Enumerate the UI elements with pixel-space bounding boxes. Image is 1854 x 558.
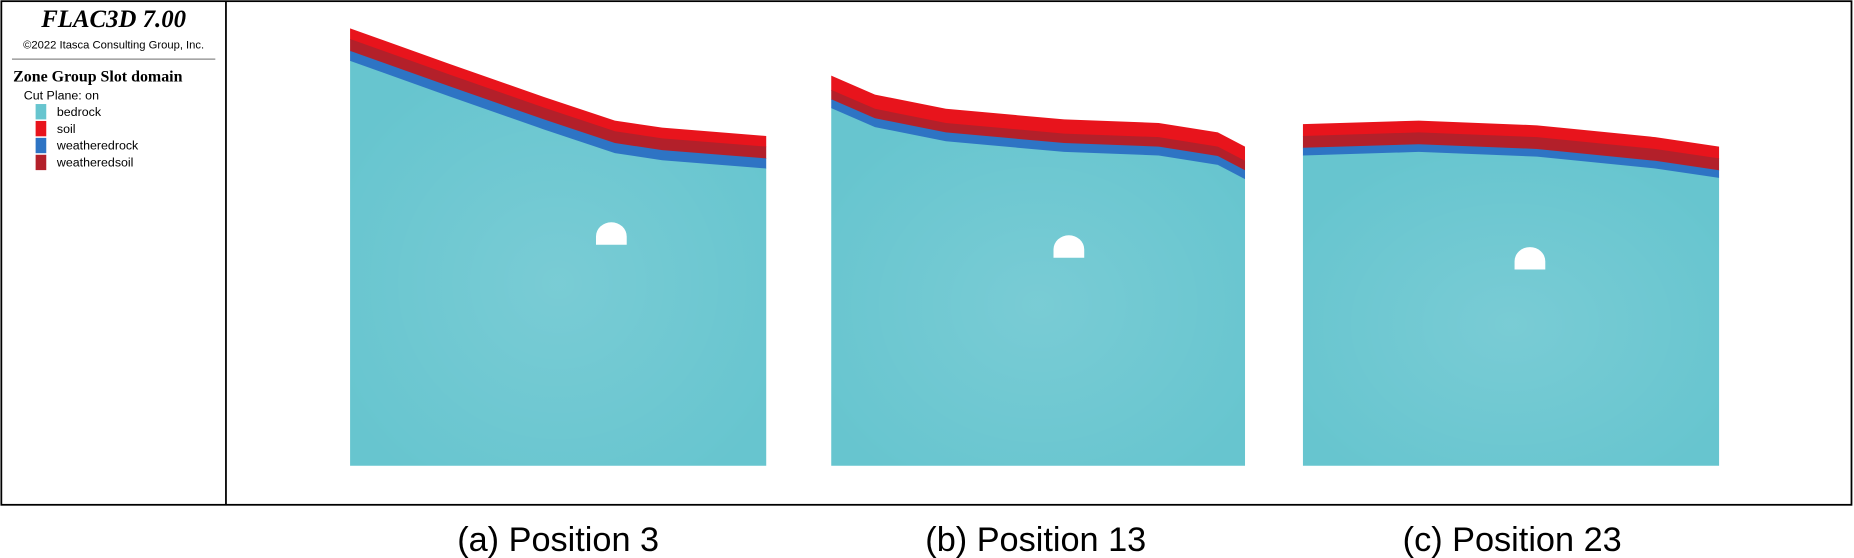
layer-zone xyxy=(831,75,1246,162)
legend-swatch xyxy=(35,104,47,120)
panel-caption: (a) Position 3 xyxy=(457,521,659,558)
layer-zone xyxy=(1302,120,1720,160)
legend: bedrock soil weatheredrock weatheredsoil xyxy=(35,104,139,171)
model-view xyxy=(831,75,1246,466)
legend-label: weatheredrock xyxy=(56,139,139,153)
layer-zone xyxy=(350,39,767,160)
bedrock-shade xyxy=(831,107,1246,466)
panels: (a) Position 3 (b) Position 13 (c) Positio… xyxy=(350,28,1720,558)
legend-subtitle: Cut Plane: on xyxy=(24,88,99,102)
layer-zone xyxy=(1302,144,1720,178)
panel-caption: (b) Position 13 xyxy=(925,521,1146,558)
legend-title: Zone Group Slot domain xyxy=(13,69,182,86)
legend-swatch xyxy=(35,120,47,137)
bedrock-shade xyxy=(350,60,767,466)
bedrock-shade xyxy=(1302,151,1720,466)
layer-zone xyxy=(350,50,767,169)
legend-label: weatheredsoil xyxy=(56,156,134,170)
legend-label: soil xyxy=(57,122,76,136)
tunnel xyxy=(1053,235,1085,258)
model-view xyxy=(350,28,767,466)
copyright: ©2022 Itasca Consulting Group, Inc. xyxy=(23,39,204,51)
layer-zone xyxy=(1302,132,1720,171)
tunnel xyxy=(1514,247,1546,270)
tunnel xyxy=(595,222,627,245)
model-view xyxy=(1302,120,1720,466)
legend-swatch xyxy=(35,137,47,154)
legend-label: bedrock xyxy=(57,105,102,119)
app-title: FLAC3D 7.00 xyxy=(40,6,186,33)
panel-caption: (c) Position 23 xyxy=(1403,521,1622,558)
legend-swatch xyxy=(35,154,47,171)
layer-zone xyxy=(350,28,767,148)
